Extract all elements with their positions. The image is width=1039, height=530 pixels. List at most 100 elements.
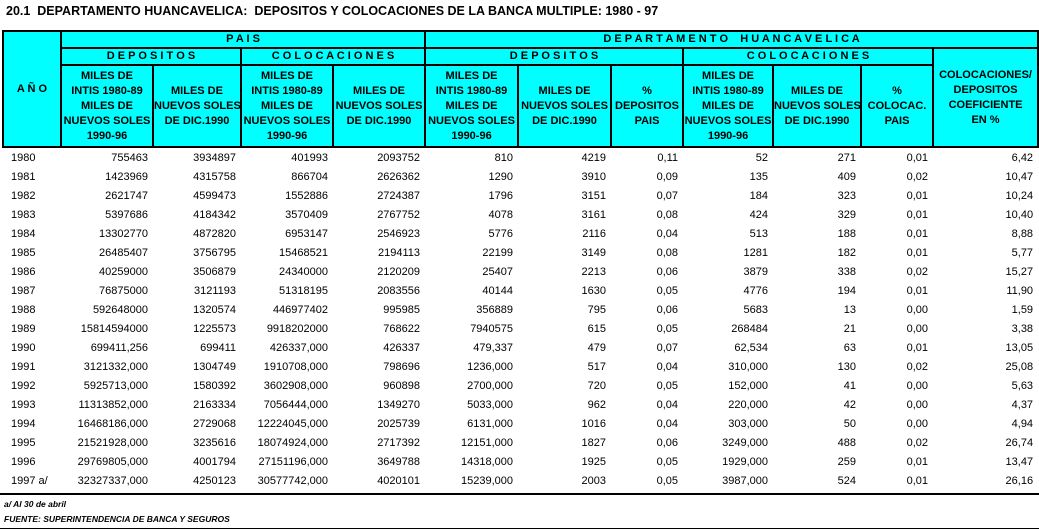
table-row: 1982 2621747 4599473 1552886 2724387 1796 3151…	[3, 186, 1038, 205]
table-row: 1986 40259000 3506879 24340000 2120209 25407 2…	[3, 262, 1038, 281]
value-cell: 1423969	[105, 170, 148, 183]
value-cell: 3235616	[193, 436, 236, 449]
value-cell: 0,00	[906, 303, 929, 316]
value-cell: 5,63	[1011, 379, 1034, 392]
year-cell: 1996	[11, 455, 36, 468]
value-cell: 0,08	[656, 246, 679, 259]
value-cell: 3121193	[193, 284, 236, 297]
value-cell: 21	[843, 322, 857, 335]
value-cell: 0,01	[906, 227, 929, 240]
table-row: 1989 15814594000 1225573 9918202000 768622 79…	[3, 319, 1038, 338]
value-cell: 2621747	[105, 189, 148, 202]
table-row: 1983 5397686 4184342 3570409 2767752 4078 3161…	[3, 205, 1038, 224]
value-cell: 960898	[383, 379, 421, 392]
value-cell: 220,000	[728, 398, 769, 411]
value-cell: 4001794	[193, 455, 236, 468]
value-cell: 3121332,000	[83, 360, 148, 373]
value-cell: 10,40	[1005, 208, 1034, 221]
subgroup-dep-depositos: D E P O S I T O S	[424, 47, 685, 66]
value-cell: 4,94	[1011, 417, 1034, 430]
group-header-pais: P A I S	[59, 30, 427, 49]
value-cell: 16468186,000	[77, 417, 148, 430]
header-row-subgroups: D E P O S I T O S C O L O C A C I O N E …	[3, 47, 1039, 148]
value-cell: 0,07	[656, 189, 679, 202]
header-row-leaf: MILES DE INTIS 1980-89 MILES DE NUEVOS S…	[3, 64, 1038, 148]
value-cell: 2700,000	[467, 379, 514, 392]
value-cell: 1910708,000	[263, 360, 328, 373]
value-cell: 409	[837, 170, 857, 183]
group-header-departamento-huancavelica: D E P A R T A M E N T O H U A N C A V E …	[424, 30, 1039, 49]
value-cell: 13302770	[99, 227, 148, 240]
value-cell: 4872820	[193, 227, 236, 240]
value-cell: 50	[843, 417, 857, 430]
value-cell: 62,534	[734, 341, 769, 354]
value-cell: 1016	[581, 417, 607, 430]
value-cell: 720	[587, 379, 607, 392]
value-cell: 152,000	[728, 379, 769, 392]
value-cell: 0,01	[906, 246, 929, 259]
value-cell: 13	[843, 303, 857, 316]
value-cell: 592648000	[92, 303, 148, 316]
value-cell: 0,00	[906, 322, 929, 335]
value-cell: 40259000	[99, 265, 148, 278]
value-cell: 259	[837, 455, 857, 468]
value-cell: 0,11	[657, 151, 679, 164]
value-cell: 755463	[111, 151, 148, 164]
value-cell: 24340000	[279, 265, 328, 278]
table-row: 1981 1423969 4315758 866704 2626362 1290 3910 0…	[3, 167, 1038, 186]
table-row: 1993 11313852,000 2163334 7056444,000 134927…	[3, 395, 1038, 414]
value-cell: 0,05	[656, 284, 679, 297]
value-cell: 10,47	[1005, 170, 1034, 183]
value-cell: 0,07	[656, 341, 679, 354]
value-cell: 3149	[581, 246, 607, 259]
value-cell: 0,01	[906, 455, 929, 468]
value-cell: 479	[587, 341, 607, 354]
value-cell: 513	[749, 227, 769, 240]
data-table: A Ñ O P A I S D E P A R T A M E N T O H …	[2, 30, 1039, 490]
footnote-source: FUENTE: SUPERINTENDENCIA DE BANCA Y SEGU…	[4, 514, 230, 524]
value-cell: 194	[837, 284, 857, 297]
value-cell: 1929,000	[722, 455, 769, 468]
value-cell: 479,337	[473, 341, 514, 354]
table-row: 1997 a/32327337,000 4250123 30577742,000 40…	[3, 471, 1038, 490]
value-cell: 446977402	[272, 303, 328, 316]
year-cell: 1993	[11, 398, 36, 411]
year-cell: 1988	[11, 303, 36, 316]
value-cell: 1796	[488, 189, 514, 202]
value-cell: 3570409	[285, 208, 328, 221]
value-cell: 3161	[581, 208, 607, 221]
value-cell: 2083556	[377, 284, 421, 297]
value-cell: 2163334	[193, 398, 236, 411]
col-header-dep-dep-soles: MILES DE NUEVOS SOLES DE DIC.1990	[517, 64, 613, 148]
value-cell: 3,38	[1011, 322, 1034, 335]
value-cell: 524	[837, 474, 857, 487]
value-cell: 1225573	[193, 322, 236, 335]
value-cell: 26,16	[1005, 474, 1034, 487]
value-cell: 0,02	[906, 170, 929, 183]
value-cell: 4776	[743, 284, 769, 297]
table-row: 1988 592648000 1320574 446977402 995985 35688…	[3, 300, 1038, 319]
value-cell: 0,04	[656, 227, 679, 240]
value-cell: 0,06	[656, 436, 679, 449]
value-cell: 26,74	[1005, 436, 1034, 449]
value-cell: 182	[837, 246, 857, 259]
value-cell: 488	[837, 436, 857, 449]
year-cell: 1997 a/	[11, 474, 48, 487]
value-cell: 6,42	[1011, 151, 1034, 164]
value-cell: 338	[837, 265, 857, 278]
value-cell: 4020101	[377, 474, 421, 487]
value-cell: 11,90	[1006, 284, 1034, 297]
value-cell: 42	[843, 398, 857, 411]
value-cell: 0,04	[656, 398, 679, 411]
value-cell: 0,06	[656, 265, 679, 278]
value-cell: 768622	[383, 322, 421, 335]
value-cell: 7940575	[470, 322, 514, 335]
col-header-dep-col-intis: MILES DE INTIS 1980-89 MILES DE NUEVOS S…	[682, 64, 775, 148]
value-cell: 5683	[743, 303, 769, 316]
col-header-pct-depositos: % DEPOSITOS PAIS	[610, 64, 685, 148]
value-cell: 3987,000	[722, 474, 769, 487]
col-header-dep-dep-intis: MILES DE INTIS 1980-89 MILES DE NUEVOS S…	[424, 64, 520, 148]
table-row: 1984 13302770 4872820 6953147 2546923 5776 211…	[3, 224, 1038, 243]
value-cell: 25407	[482, 265, 514, 278]
footnote-note: a/ Al 30 de abril	[4, 499, 67, 509]
